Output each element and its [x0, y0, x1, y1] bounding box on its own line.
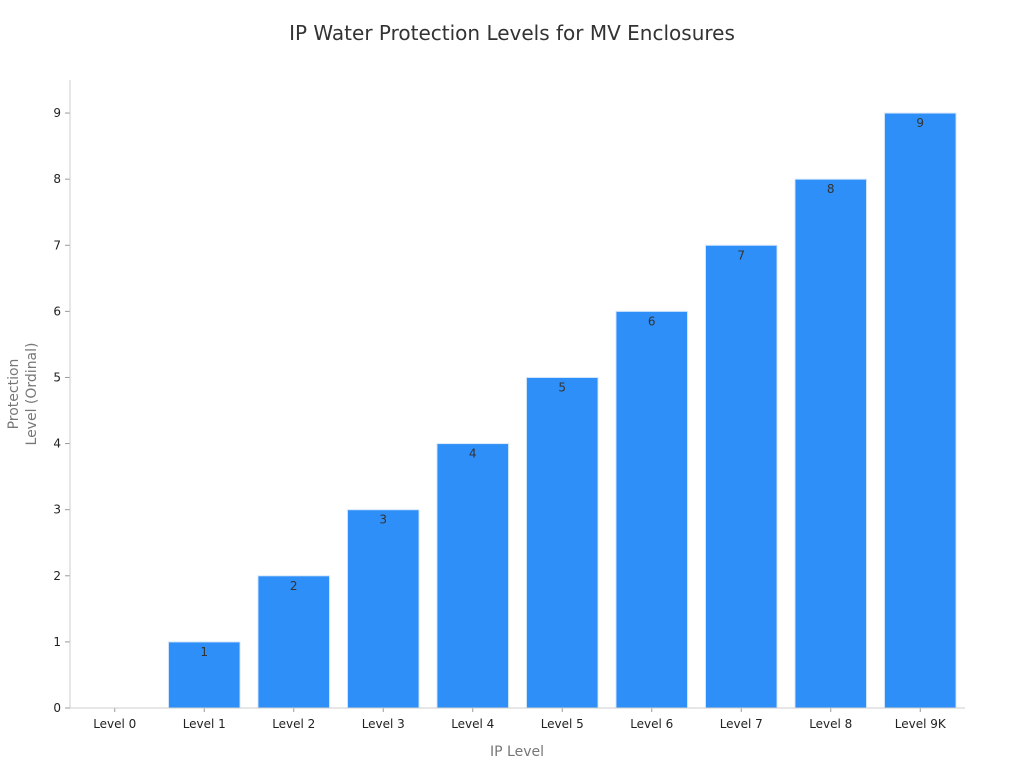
- data-label: 2: [290, 579, 298, 593]
- y-tick-label: 5: [53, 370, 61, 384]
- bar: [794, 178, 868, 709]
- bar: [704, 244, 778, 709]
- data-label: 5: [558, 380, 566, 394]
- y-tick-label: 8: [53, 172, 61, 186]
- bar: [883, 112, 957, 709]
- bar: [167, 641, 241, 709]
- data-label: 1: [200, 645, 208, 659]
- x-tick-label: Level 9K: [895, 717, 947, 731]
- bar: [525, 376, 599, 709]
- y-axis-label-line-2: Level (Ordinal): [24, 343, 40, 446]
- y-tick-label: 4: [53, 437, 61, 451]
- data-label: 4: [469, 447, 477, 461]
- x-axis-ticks: Level 0 Level 1 Level 2 Level 3 Level 4 Level…: [93, 708, 947, 731]
- x-tick-label: Level 5: [541, 717, 584, 731]
- y-tick-label: 0: [53, 701, 61, 715]
- bar: [436, 443, 510, 709]
- y-axis-ticks: 0 1 2 3 4 5 6 7 8 9: [53, 106, 70, 715]
- x-tick-label: Level 2: [272, 717, 315, 731]
- data-label: 9: [916, 116, 924, 130]
- x-tick-label: Level 4: [451, 717, 494, 731]
- x-tick-label: Level 0: [93, 717, 136, 731]
- y-tick-label: 9: [53, 106, 61, 120]
- chart-title: IP Water Protection Levels for MV Enclos…: [289, 21, 735, 45]
- x-tick-label: Level 3: [362, 717, 405, 731]
- bar: [615, 310, 689, 709]
- y-tick-label: 1: [53, 635, 61, 649]
- y-tick-label: 2: [53, 569, 61, 583]
- y-axis-label: Protection Level (Ordinal): [6, 343, 40, 446]
- x-tick-label: Level 1: [183, 717, 226, 731]
- data-label: 7: [737, 248, 745, 262]
- y-tick-label: 6: [53, 304, 61, 318]
- bar: [257, 575, 331, 709]
- y-axis-label-line-1: Protection: [6, 359, 22, 430]
- data-label: 8: [827, 182, 835, 196]
- x-tick-label: Level 7: [720, 717, 763, 731]
- bars: [167, 112, 957, 709]
- data-label: 3: [379, 513, 387, 527]
- x-tick-label: Level 6: [630, 717, 673, 731]
- x-tick-label: Level 8: [809, 717, 852, 731]
- x-axis-label: IP Level: [490, 744, 544, 760]
- data-label: 6: [648, 314, 656, 328]
- bar: [346, 509, 420, 709]
- data-labels: 1 2 3 4 5 6 7 8 9: [200, 116, 924, 659]
- y-tick-label: 3: [53, 503, 61, 517]
- y-tick-label: 7: [53, 238, 61, 252]
